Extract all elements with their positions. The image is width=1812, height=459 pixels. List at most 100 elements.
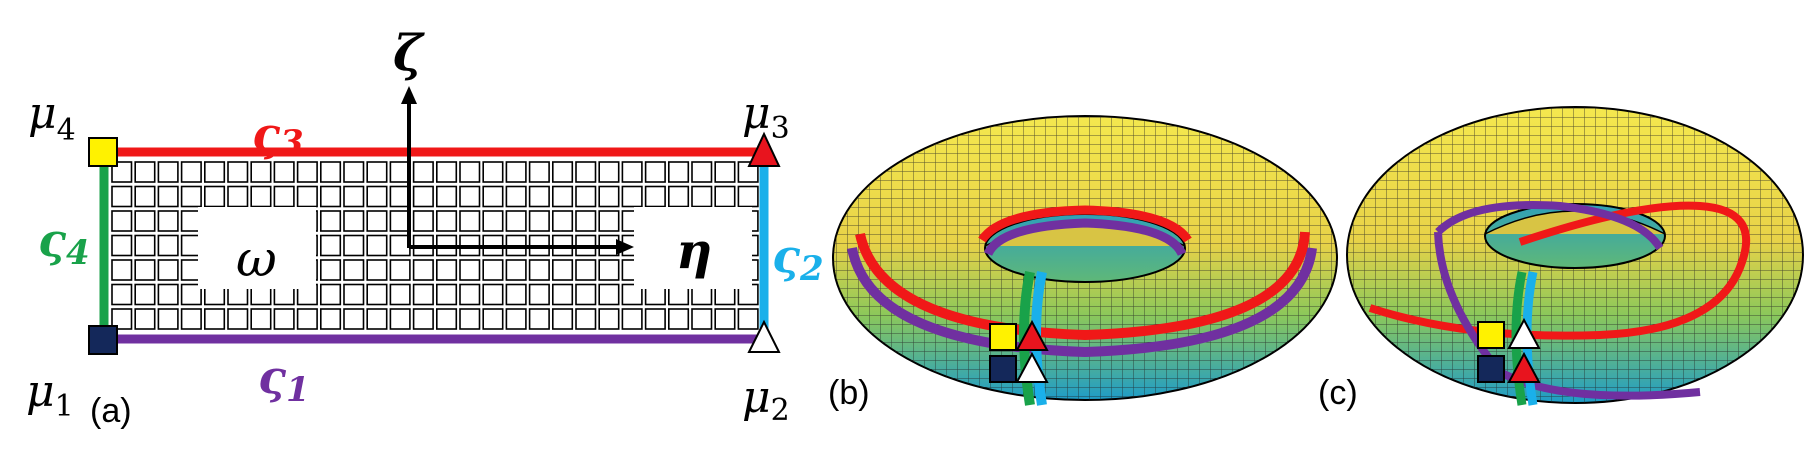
mesh-cell	[621, 161, 643, 183]
corner-label-mu1: μ1	[26, 366, 74, 424]
mesh-cell	[667, 308, 690, 330]
mesh-cell	[134, 283, 156, 306]
mesh-cell	[111, 210, 133, 232]
mesh-cell	[180, 161, 202, 183]
axis-vertical-arrowhead	[401, 86, 417, 104]
mesh-cell	[319, 161, 342, 183]
mesh-cell	[319, 210, 342, 232]
mesh-cell	[551, 308, 574, 330]
mesh-cell	[598, 185, 620, 208]
axis-horizontal-arrowhead	[616, 239, 634, 255]
mesh-cell	[412, 259, 434, 281]
mesh-hole-right	[634, 207, 752, 289]
mesh-cell	[389, 161, 411, 183]
mesh-cell	[412, 210, 434, 232]
mesh-cell	[412, 283, 434, 306]
mesh-cell	[551, 161, 574, 183]
mesh-cell	[134, 161, 156, 183]
mesh-cell	[180, 283, 202, 306]
corner-label-mu3: μ3	[742, 88, 790, 146]
mesh-cell	[389, 185, 411, 208]
mesh-cell	[505, 308, 527, 330]
mesh-cell	[505, 185, 527, 208]
marker-b-mu1	[989, 355, 1017, 383]
mesh-cell	[644, 185, 666, 208]
curve-b-green	[1019, 270, 1035, 406]
mesh-cell	[505, 161, 527, 183]
mesh-cell	[459, 161, 481, 183]
mesh-cell	[644, 308, 666, 330]
mesh-cell	[134, 185, 156, 208]
mesh-cell	[435, 259, 458, 281]
mesh-cell	[204, 308, 226, 330]
mesh-cell	[134, 259, 156, 281]
mesh-hole-left	[198, 207, 316, 289]
mesh-cell	[644, 161, 666, 183]
mesh-cell	[412, 308, 434, 330]
mesh-cell	[598, 161, 620, 183]
mesh-cell	[319, 185, 342, 208]
mesh-cell	[157, 234, 179, 257]
mesh-cell	[459, 185, 481, 208]
marker-mu3	[747, 131, 781, 167]
mesh-cell	[227, 308, 249, 330]
mesh-cell	[250, 161, 272, 183]
mesh-cell	[157, 308, 179, 330]
mesh-cell	[343, 210, 365, 232]
mesh-cell	[389, 210, 411, 232]
mesh-cell	[204, 185, 226, 208]
mesh-cell	[482, 283, 504, 306]
mesh-cell	[366, 185, 388, 208]
mesh-cell	[528, 210, 550, 232]
edge-label-s3: ς3	[252, 107, 304, 163]
mesh-cell	[505, 210, 527, 232]
marker-c-mu2	[1507, 317, 1541, 349]
mesh-cell	[389, 308, 411, 330]
mesh-cell	[598, 283, 620, 306]
marker-c-mu3	[1507, 351, 1541, 383]
mesh-cell	[482, 161, 504, 183]
mesh-cell	[528, 283, 550, 306]
mesh-cell	[482, 308, 504, 330]
mesh-cell	[134, 210, 156, 232]
corner-label-mu4: μ4	[28, 88, 76, 148]
mesh-cell	[575, 283, 597, 306]
mesh-cell	[366, 308, 388, 330]
mesh-cell	[157, 161, 179, 183]
mesh-cell	[621, 283, 643, 306]
mesh-cell	[204, 161, 226, 183]
mesh-cell	[366, 283, 388, 306]
mesh-cell	[737, 185, 759, 208]
mesh-cell	[296, 185, 318, 208]
marker-b-mu2	[1015, 351, 1049, 383]
mesh-cell	[598, 308, 620, 330]
mesh-cell	[714, 308, 736, 330]
mesh-cell	[459, 259, 481, 281]
mesh-cell	[157, 210, 179, 232]
marker-mu4	[88, 137, 118, 167]
mesh-cell	[528, 161, 550, 183]
panel-label-a: (a)	[90, 392, 132, 430]
mesh-cell	[389, 259, 411, 281]
mesh-cell	[598, 210, 620, 232]
mesh-cell	[273, 185, 295, 208]
mesh-cell	[435, 161, 458, 183]
region-label: ω	[236, 230, 277, 288]
mesh-cell	[459, 210, 481, 232]
mesh-cell	[227, 185, 249, 208]
mesh-cell	[459, 283, 481, 306]
mesh-cell	[157, 185, 179, 208]
curve-b-purple	[847, 246, 1317, 358]
curve-b-red-inner	[978, 205, 1192, 243]
mesh-cell	[319, 308, 342, 330]
marker-c-mu4	[1477, 321, 1505, 349]
axis-label-horizontal: η	[676, 221, 712, 280]
torus-b	[832, 115, 1338, 401]
mesh-cell	[111, 259, 133, 281]
mesh-cell	[551, 210, 574, 232]
mesh-cell	[250, 185, 272, 208]
mesh-cell	[737, 308, 759, 330]
mesh-cell	[435, 283, 458, 306]
curve-b-red	[855, 231, 1310, 341]
mesh-cell	[505, 283, 527, 306]
